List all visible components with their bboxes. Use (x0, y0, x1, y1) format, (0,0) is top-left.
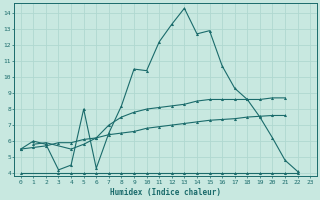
X-axis label: Humidex (Indice chaleur): Humidex (Indice chaleur) (110, 188, 221, 197)
